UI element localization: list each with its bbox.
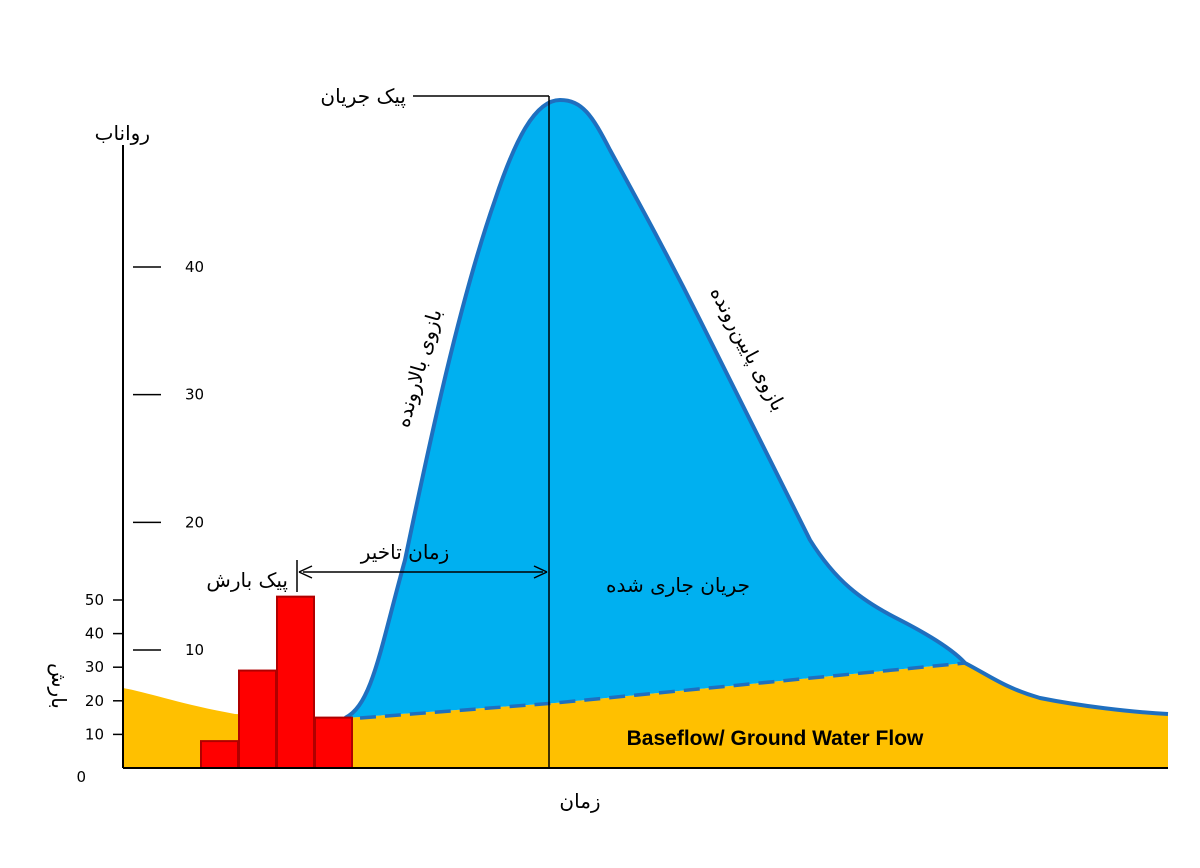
rain-tick-label: 10 [85,725,104,743]
rain-axis-ticks: 0 10 20 30 40 50 [76,591,123,786]
rain-bar [200,740,239,769]
peak-flow-label: پیک جریان [320,84,406,109]
rain-tick-label: 20 [85,692,104,710]
hydrograph-curve [344,97,1169,720]
rain-tick-label: 0 [76,768,86,786]
rain-bars [200,595,353,770]
baseflow-area [123,663,1168,768]
runoff-tick-label: 10 [185,641,204,659]
lag-time-label: زمان تاخیر [360,540,450,564]
rain-tick-label: 30 [85,658,104,676]
baseflow-separation-line [359,661,966,720]
runoff-tick-label: 20 [185,513,204,531]
rain-axis-title: بارش [47,663,71,709]
runoff-axis-ticks: 10 20 30 40 [133,258,204,659]
runoff-axis-title: رواناب [95,121,150,145]
rain-tick-label: 40 [85,625,104,643]
lag-arrow-head-right [533,565,548,579]
peak-rain-label: پیک بارش [206,568,288,593]
rain-bar [276,595,315,770]
baseflow-label: Baseflow/ Ground Water Flow [627,727,924,750]
direct-runoff-area [345,100,965,718]
rain-tick-label: 50 [85,591,104,609]
rain-bar [238,669,277,769]
direct-runoff-label: جریان جاری شده [606,573,750,597]
runoff-tick-label: 30 [185,386,204,404]
rain-bar [314,716,353,769]
lag-arrow-head-left [298,565,313,579]
x-axis-title: زمان [559,789,600,813]
runoff-tick-label: 40 [185,258,204,276]
